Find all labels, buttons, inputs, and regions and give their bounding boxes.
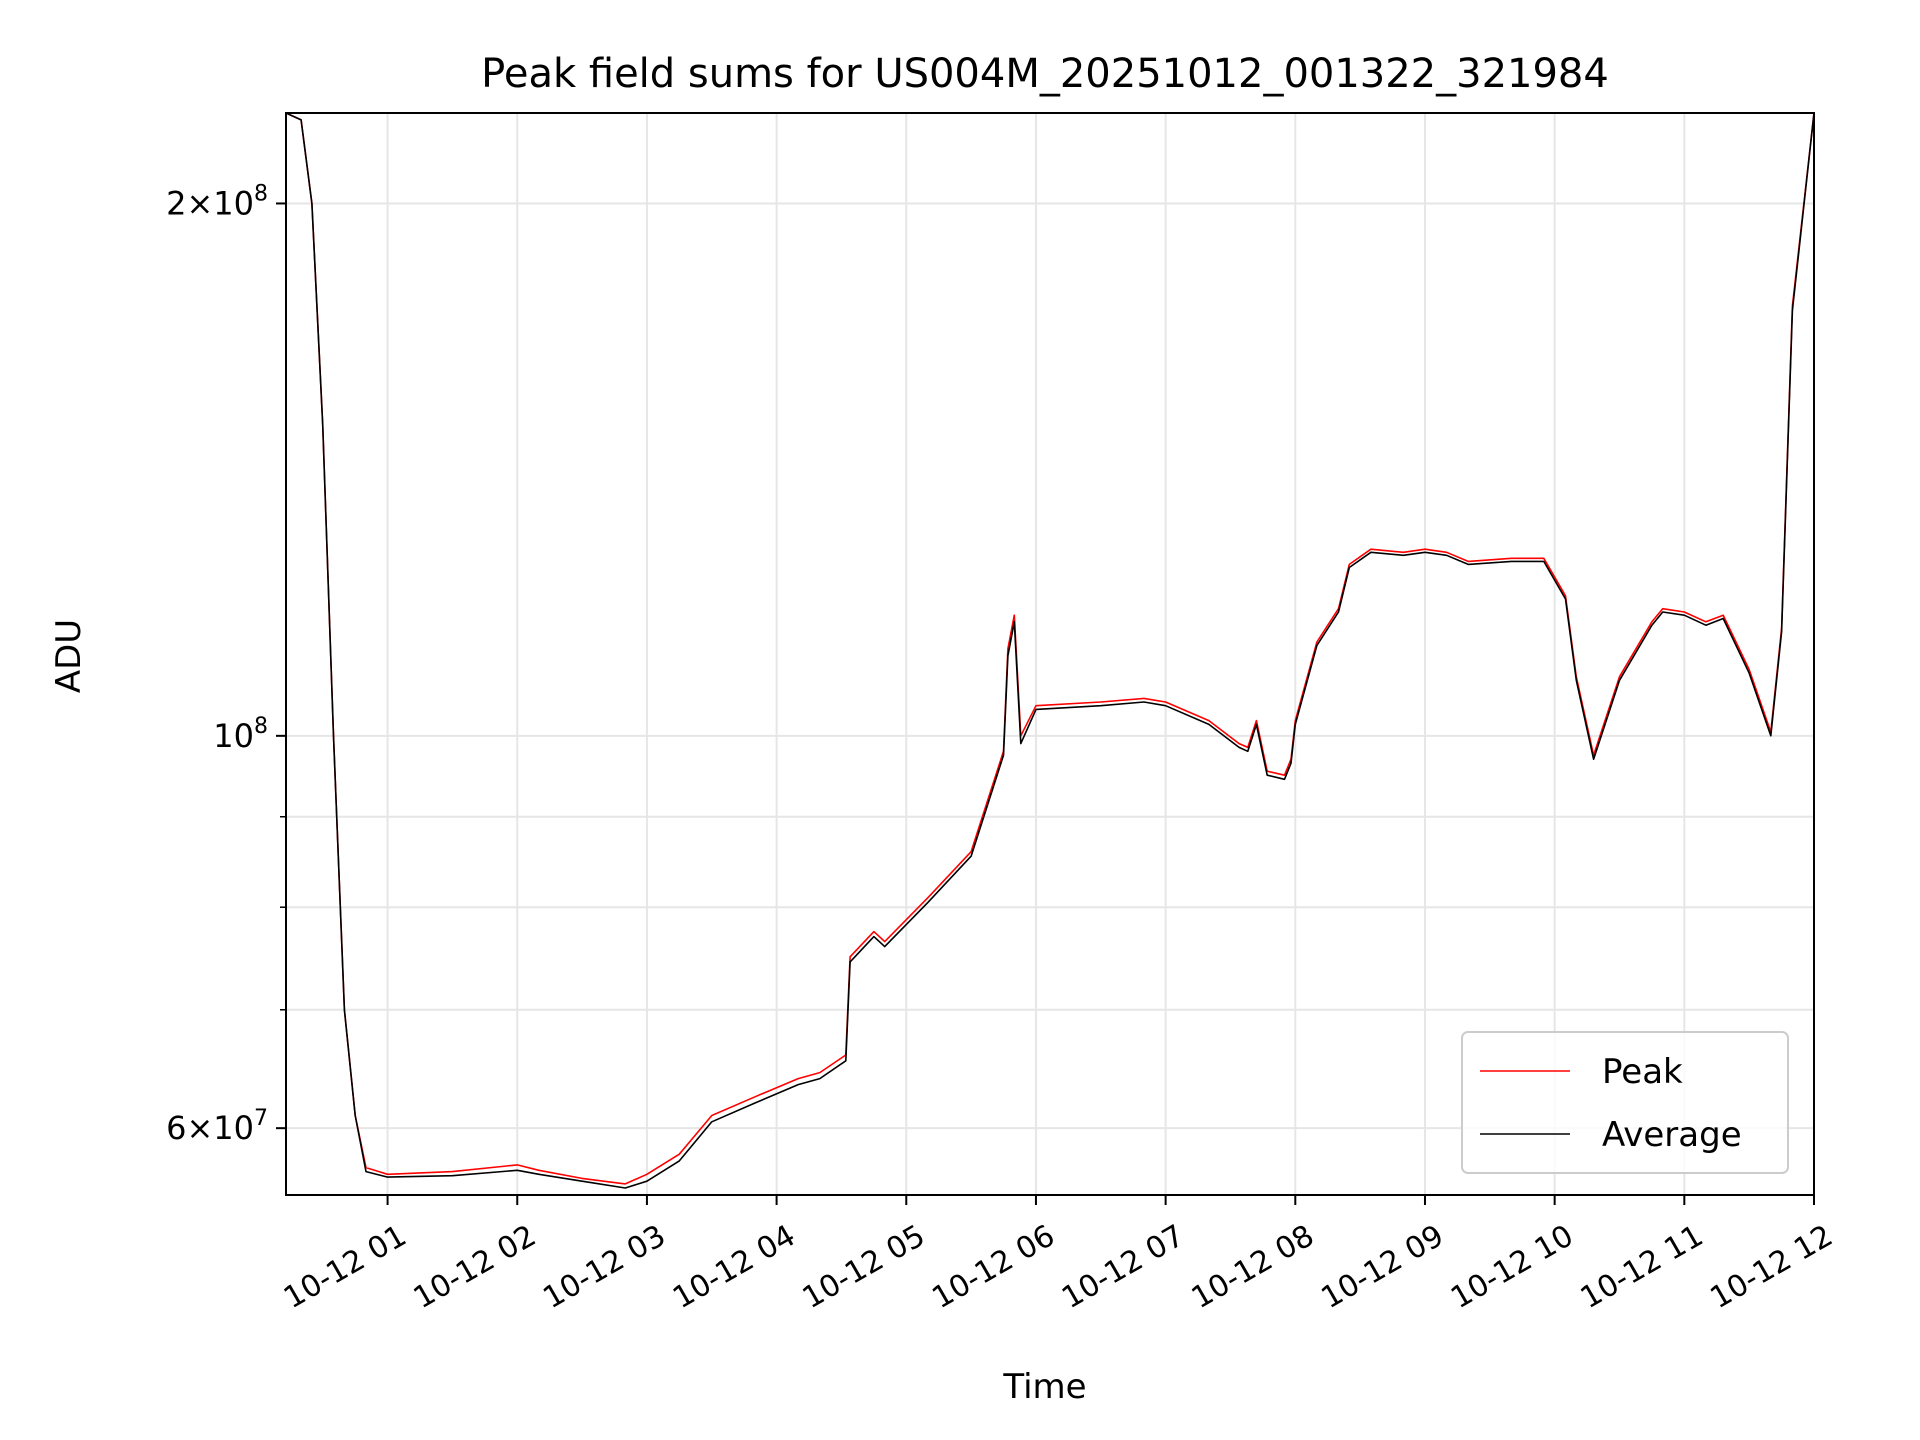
y-axis-label: ADU: [49, 619, 89, 693]
legend: Peak Average: [1461, 1031, 1789, 1174]
y-tick-label: 108: [213, 714, 268, 755]
series-line-peak: [286, 113, 1814, 1185]
y-tick-label: 6×107: [166, 1106, 268, 1147]
y-tick-label: 2×108: [166, 181, 268, 222]
legend-label-average: Average: [1602, 1115, 1742, 1155]
plot-frame: [285, 112, 1815, 1196]
legend-label-peak: Peak: [1602, 1052, 1683, 1092]
chart-title: Peak field sums for US004M_20251012_0013…: [481, 51, 1609, 97]
series-layer: [286, 113, 1814, 1189]
legend-box: [1461, 1031, 1789, 1174]
series-line-average: [286, 113, 1814, 1189]
x-axis-label: Time: [1002, 1367, 1086, 1407]
